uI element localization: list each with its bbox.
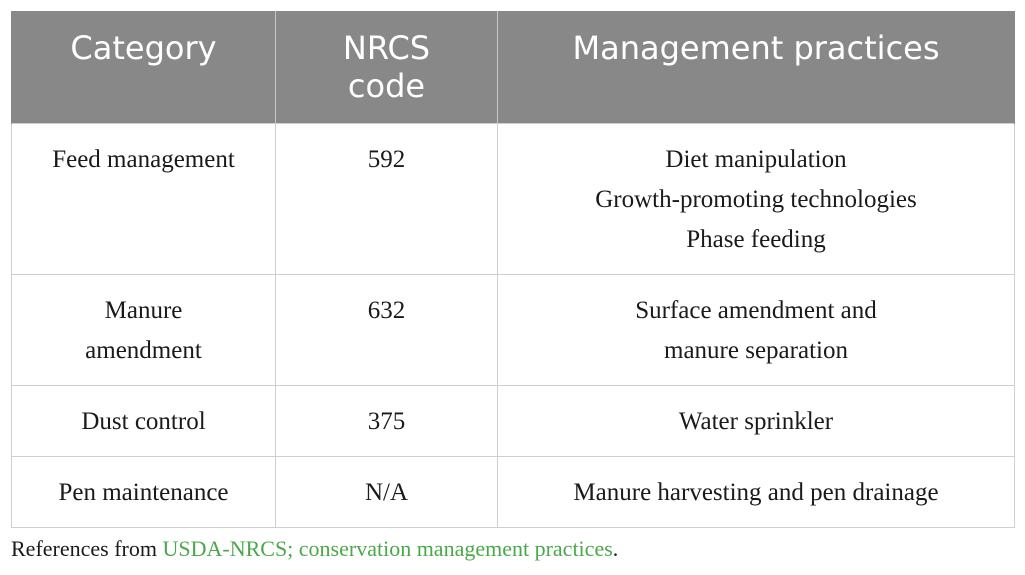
- footnote-suffix: .: [612, 536, 619, 561]
- cell-line: Manure harvesting and pen drainage: [573, 479, 939, 506]
- header-nrcs-code-line1: NRCS: [342, 29, 431, 67]
- table-row: Feed management 592 Diet manipulation Gr…: [11, 123, 1015, 275]
- cell-practices: Water sprinkler: [497, 385, 1015, 457]
- cell-line: Feed management: [52, 146, 235, 173]
- cell-code: 592: [275, 123, 498, 275]
- header-nrcs-code: NRCS code: [275, 11, 498, 124]
- footnote-reference-link[interactable]: USDA-NRCS; conservation management pract…: [162, 536, 613, 561]
- cell-code: 632: [275, 274, 498, 386]
- table-row: Pen maintenance N/A Manure harvesting an…: [11, 456, 1015, 528]
- cell-category: Feed management: [11, 123, 276, 275]
- cell-category: Dust control: [11, 385, 276, 457]
- cell-line: Diet manipulation: [665, 146, 847, 173]
- cell-practices: Manure harvesting and pen drainage: [497, 456, 1015, 528]
- cell-line: Growth-promoting technologies: [595, 186, 917, 213]
- cell-line: Pen maintenance: [58, 479, 229, 506]
- cell-code: 375: [275, 385, 498, 457]
- cell-category: Pen maintenance: [11, 456, 276, 528]
- cell-practices: Surface amendment and manure separation: [497, 274, 1015, 386]
- cell-category: Manure amendment: [11, 274, 276, 386]
- header-management-practices: Management practices: [497, 11, 1015, 124]
- management-practices-table: Category NRCS code Management practices …: [11, 11, 1015, 528]
- footnote-prefix: References from: [11, 536, 163, 561]
- cell-line: Surface amendment and: [635, 297, 877, 324]
- table-row: Manure amendment 632 Surface amendment a…: [11, 274, 1015, 386]
- table-header-row: Category NRCS code Management practices: [11, 11, 1015, 124]
- cell-line: Dust control: [81, 408, 206, 435]
- cell-line: Water sprinkler: [678, 408, 834, 435]
- cell-line: Manure: [104, 297, 183, 324]
- cell-line: Phase feeding: [686, 226, 826, 253]
- cell-line: amendment: [85, 337, 202, 364]
- cell-code: N/A: [275, 456, 498, 528]
- header-category: Category: [11, 11, 276, 124]
- cell-line: manure separation: [664, 337, 848, 364]
- table-row: Dust control 375 Water sprinkler: [11, 385, 1015, 457]
- cell-practices: Diet manipulation Growth-promoting techn…: [497, 123, 1015, 275]
- header-nrcs-code-line2: code: [347, 67, 426, 105]
- table-footnote: References from USDA-NRCS; conservation …: [11, 534, 618, 564]
